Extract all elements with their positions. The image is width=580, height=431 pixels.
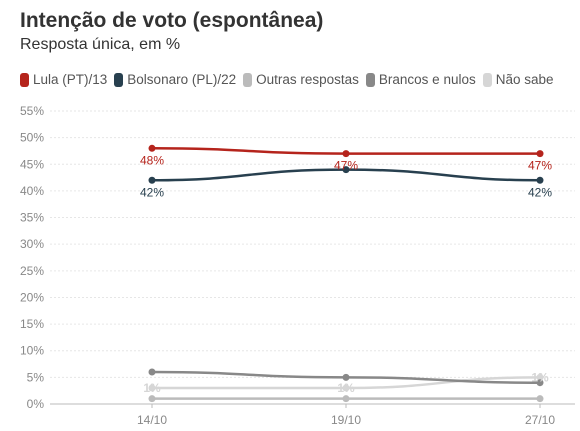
data-label: 47%	[528, 159, 552, 173]
data-point	[148, 395, 156, 403]
legend-item-bolsonaro[interactable]: Bolsonaro (PL)/22	[114, 72, 236, 87]
data-point	[342, 384, 350, 392]
legend-item-lula[interactable]: Lula (PT)/13	[20, 72, 107, 87]
y-tick-label: 40%	[20, 184, 44, 198]
legend-swatch-outras	[243, 72, 253, 87]
y-tick-label: 5%	[27, 370, 45, 384]
legend-label-bolsonaro: Bolsonaro (PL)/22	[127, 72, 237, 87]
data-point	[342, 395, 350, 403]
data-label: 1%	[143, 381, 161, 395]
chart-title: Intenção de voto (espontânea)	[20, 9, 324, 32]
data-point	[148, 368, 156, 376]
legend-swatch-nao-sabe	[482, 72, 492, 87]
y-tick-label: 30%	[20, 237, 44, 251]
legend-label-nao-sabe: Não sabe	[495, 72, 554, 87]
data-point	[342, 166, 350, 174]
x-tick-label: 27/10	[525, 413, 555, 427]
y-tick-label: 15%	[20, 317, 44, 331]
legend: Lula (PT)/13 Bolsonaro (PL)/22 Outras re…	[20, 72, 561, 87]
data-point	[536, 373, 544, 381]
legend-item-brancos[interactable]: Brancos e nulos	[365, 72, 476, 87]
data-point	[342, 150, 350, 158]
legend-label-brancos: Brancos e nulos	[378, 72, 476, 87]
legend-label-outras: Outras respostas	[256, 72, 359, 87]
x-tick-label: 14/10	[137, 413, 167, 427]
y-tick-label: 45%	[20, 157, 44, 171]
legend-swatch-bolsonaro	[114, 72, 124, 87]
data-point	[536, 379, 544, 387]
legend-swatch-lula	[20, 72, 29, 87]
y-tick-label: 0%	[27, 397, 45, 411]
y-tick-label: 20%	[20, 290, 44, 304]
data-point	[148, 176, 156, 184]
data-label: 47%	[334, 159, 358, 173]
data-point	[148, 384, 156, 392]
y-tick-label: 10%	[20, 344, 44, 358]
legend-item-nao-sabe[interactable]: Não sabe	[482, 72, 554, 87]
data-label: 1%	[531, 370, 549, 384]
chart-subtitle: Resposta única, em %	[20, 36, 181, 53]
x-tick-label: 19/10	[331, 413, 361, 427]
legend-swatch-brancos	[365, 72, 375, 87]
y-tick-label: 25%	[20, 264, 44, 278]
y-tick-label: 35%	[20, 211, 44, 225]
data-point	[536, 150, 544, 158]
legend-item-outras[interactable]: Outras respostas	[243, 72, 359, 87]
data-point	[536, 176, 544, 184]
y-tick-label: 50%	[20, 131, 44, 145]
data-point	[148, 144, 156, 152]
data-label: 48%	[140, 153, 164, 167]
data-label: 42%	[528, 185, 552, 199]
legend-label-lula: Lula (PT)/13	[33, 72, 108, 87]
y-tick-label: 55%	[20, 104, 44, 118]
data-point	[342, 373, 350, 381]
data-point	[536, 395, 544, 403]
data-label: 42%	[140, 185, 164, 199]
data-label: 1%	[337, 381, 355, 395]
